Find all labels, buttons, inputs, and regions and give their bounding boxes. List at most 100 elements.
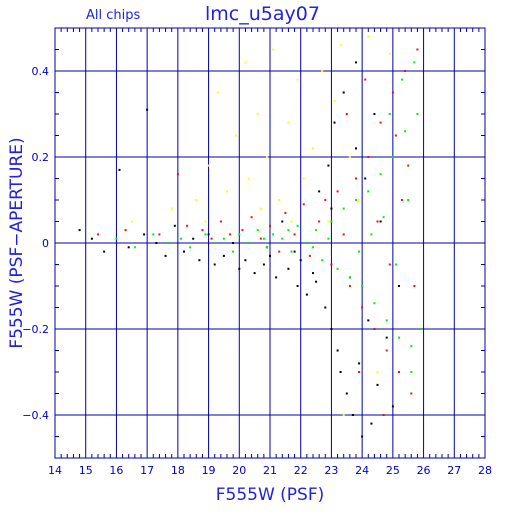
data-point	[219, 220, 222, 223]
x-tick-label: 23	[324, 464, 338, 477]
data-point	[183, 250, 185, 253]
data-point	[296, 224, 299, 227]
data-point	[404, 130, 407, 133]
data-point	[213, 263, 216, 266]
data-point	[373, 113, 376, 115]
data-point	[97, 233, 99, 236]
data-point	[287, 267, 290, 270]
y-tick-label: −0.2	[22, 323, 49, 336]
y-tick-label: 0.2	[32, 151, 50, 164]
data-point	[364, 177, 367, 180]
data-point	[278, 250, 281, 253]
data-point	[118, 168, 121, 171]
data-point	[382, 216, 385, 219]
data-point	[133, 246, 136, 249]
data-point	[265, 246, 268, 249]
data-point	[262, 263, 265, 266]
data-point	[287, 229, 290, 232]
data-point	[281, 220, 284, 223]
data-point	[312, 147, 314, 150]
data-point	[158, 233, 161, 236]
y-axis-title: F555W (PSF−APERTURE)	[7, 137, 27, 348]
data-point	[222, 237, 225, 240]
data-point	[398, 336, 400, 339]
data-point	[333, 100, 336, 103]
y-tick-label: 0	[42, 237, 49, 250]
data-point	[226, 190, 228, 193]
data-point	[269, 224, 271, 227]
data-point	[413, 61, 416, 64]
grid-lines	[55, 28, 485, 458]
data-point	[361, 285, 364, 287]
data-point	[124, 229, 127, 232]
data-point	[404, 70, 407, 72]
data-point	[318, 220, 321, 223]
data-point	[238, 267, 241, 270]
data-point	[342, 207, 345, 210]
data-points	[78, 35, 422, 438]
data-point	[351, 414, 354, 416]
x-tick-label: 25	[386, 464, 400, 477]
data-point	[173, 224, 176, 227]
data-point	[103, 250, 106, 253]
data-point	[272, 48, 275, 51]
data-point	[250, 216, 253, 219]
data-point	[373, 328, 376, 330]
x-tick-label: 16	[109, 464, 123, 477]
tick-labels: 14 15 16 17 18 19 20 21 22 23 24 25 26 27 28 −0.4 −0.2 0 0…	[22, 65, 492, 477]
y-tick-label: −0.4	[22, 409, 49, 422]
data-point	[296, 78, 299, 81]
data-point	[305, 293, 308, 296]
data-point	[207, 233, 210, 236]
data-point	[78, 229, 81, 232]
data-point	[355, 199, 357, 201]
data-point	[229, 233, 232, 236]
data-point	[339, 44, 342, 47]
data-point	[358, 362, 361, 365]
data-point	[290, 220, 293, 223]
data-point	[318, 190, 321, 193]
data-point	[330, 220, 333, 223]
data-point	[348, 285, 351, 287]
data-point	[293, 233, 296, 236]
data-point	[189, 246, 192, 249]
data-point	[342, 233, 345, 236]
data-point	[247, 242, 250, 244]
data-point	[247, 177, 250, 180]
data-point	[238, 233, 241, 236]
data-point	[330, 207, 333, 210]
data-point	[394, 134, 397, 137]
data-point	[198, 259, 201, 262]
data-point	[394, 263, 397, 266]
x-tick-label: 26	[417, 464, 431, 477]
data-point	[315, 280, 318, 283]
data-point	[333, 121, 336, 124]
data-point	[256, 229, 259, 232]
x-tick-label: 22	[294, 464, 308, 477]
data-point	[312, 246, 314, 249]
data-point	[379, 173, 382, 176]
data-point	[272, 233, 275, 236]
data-point	[330, 263, 333, 266]
data-point	[305, 242, 308, 244]
data-point	[379, 121, 382, 124]
x-axis-title: F555W (PSF)	[216, 485, 325, 505]
data-point	[232, 250, 235, 253]
x-tick-label: 24	[355, 464, 369, 477]
x-tick-label: 20	[232, 464, 246, 477]
data-point	[204, 220, 207, 223]
data-point	[382, 414, 385, 416]
data-point	[315, 229, 318, 232]
data-point	[143, 233, 146, 236]
data-point	[416, 113, 419, 115]
data-point	[391, 91, 394, 94]
data-point	[302, 177, 305, 180]
data-point	[398, 371, 400, 373]
data-point	[284, 211, 287, 214]
data-point	[348, 276, 351, 279]
data-point	[290, 250, 293, 253]
data-point	[327, 220, 330, 223]
data-point	[192, 237, 195, 240]
data-point	[287, 121, 290, 124]
